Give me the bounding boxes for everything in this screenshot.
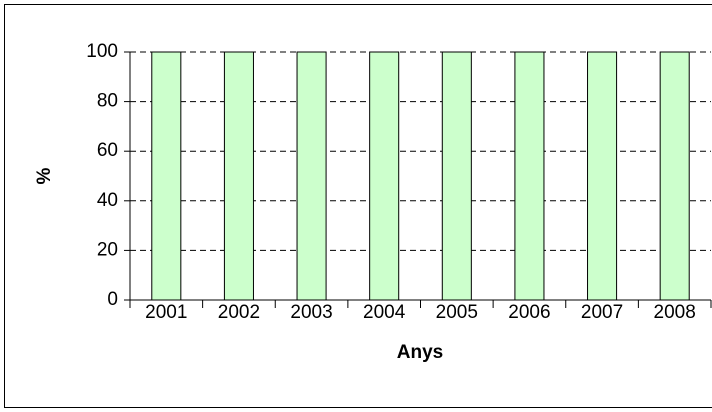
x-tick-label: 2006 <box>508 302 550 323</box>
x-axis-label: Anys <box>397 342 443 363</box>
y-tick-label: 100 <box>86 41 118 62</box>
bar <box>151 51 182 301</box>
bar <box>441 51 472 301</box>
y-tick-label: 80 <box>97 91 118 112</box>
bar <box>296 51 327 301</box>
y-tick-label: 40 <box>97 190 118 211</box>
x-tick-label: 2008 <box>654 302 696 323</box>
x-tick-label: 2004 <box>363 302 406 323</box>
bar <box>587 51 618 301</box>
x-tick-label: 2005 <box>436 302 478 323</box>
x-tick-label: 2003 <box>290 302 332 323</box>
bar <box>223 51 254 301</box>
x-tick-label: 2002 <box>218 302 260 323</box>
y-axis-label: % <box>34 167 55 184</box>
y-tick-label: 20 <box>97 239 118 260</box>
x-tick-label: 2007 <box>581 302 623 323</box>
y-tick-label: 60 <box>97 140 118 161</box>
x-tick-label: 2001 <box>145 302 187 323</box>
y-tick-label: 0 <box>107 289 118 310</box>
bar <box>514 51 545 301</box>
bar <box>659 51 690 301</box>
bar <box>369 51 400 301</box>
